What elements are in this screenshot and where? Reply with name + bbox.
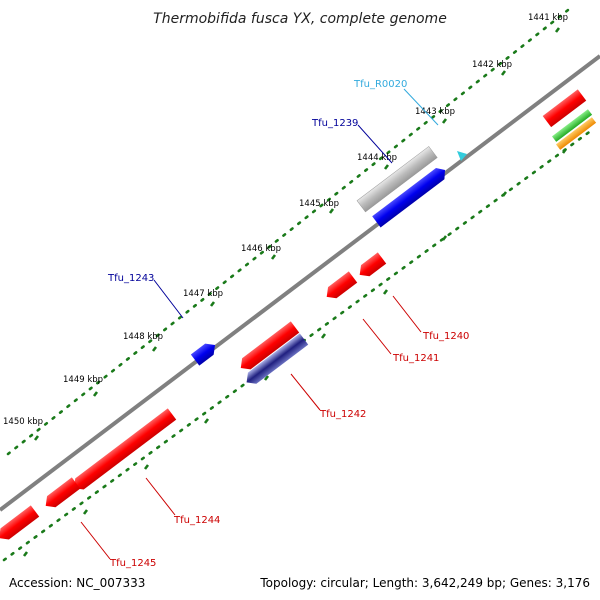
kbp-label: 1445 kbp bbox=[299, 199, 339, 209]
label-leaders bbox=[80, 88, 439, 560]
gene-label-tfu-1240[interactable]: Tfu_1240 bbox=[422, 331, 469, 342]
feature-red-bottom-left[interactable] bbox=[0, 505, 40, 543]
feature-tfu-1242[interactable] bbox=[242, 333, 309, 388]
kbp-label: 1450 kbp bbox=[3, 417, 43, 427]
kbp-label: 1446 kbp bbox=[241, 244, 281, 254]
feature-tfu-1243[interactable] bbox=[190, 339, 219, 366]
gene-label-tfu-r0020[interactable]: Tfu_R0020 bbox=[353, 79, 407, 90]
feature-tfu-1239[interactable] bbox=[356, 146, 438, 213]
summary-text: Topology: circular; Length: 3,642,249 bp… bbox=[259, 576, 590, 590]
genome-backbone bbox=[0, 54, 600, 512]
feature-orange[interactable] bbox=[555, 117, 597, 150]
feature-red-mid[interactable] bbox=[237, 321, 300, 373]
kbp-label: 1444 kbp bbox=[357, 153, 397, 163]
gene-label-tfu-1243[interactable]: Tfu_1243 bbox=[107, 273, 154, 284]
feature-blue-outer[interactable] bbox=[372, 164, 449, 228]
kbp-label: 1441 kbp bbox=[528, 13, 568, 23]
gene-label-tfu-1241[interactable]: Tfu_1241 bbox=[392, 353, 439, 364]
kbp-label: 1443 kbp bbox=[415, 107, 455, 117]
feature-tfu-1241[interactable] bbox=[322, 271, 358, 302]
kbp-label: 1448 kbp bbox=[123, 332, 163, 342]
gene-label-tfu-1245[interactable]: Tfu_1245 bbox=[109, 558, 156, 569]
inner-major-ticks bbox=[22, 148, 568, 557]
feature-red-top-right[interactable] bbox=[542, 89, 587, 128]
feature-green[interactable] bbox=[551, 109, 593, 142]
kbp-label: 1449 kbp bbox=[63, 375, 103, 385]
accession-text: Accession: NC_007333 bbox=[9, 576, 145, 590]
gene-label-tfu-1244[interactable]: Tfu_1244 bbox=[173, 515, 220, 526]
map-title: Thermobifida fusca YX, complete genome bbox=[153, 11, 447, 27]
feature-tfu-1245[interactable] bbox=[41, 477, 81, 511]
kbp-labels: 1441 kbp 1442 kbp 1443 kbp 1444 kbp 1445… bbox=[3, 13, 568, 427]
feature-tfu-r0020-rna[interactable] bbox=[457, 151, 467, 161]
feature-tfu-1244[interactable] bbox=[70, 408, 177, 493]
gene-label-tfu-1239[interactable]: Tfu_1239 bbox=[311, 118, 358, 129]
gene-label-tfu-1242[interactable]: Tfu_1242 bbox=[319, 409, 366, 420]
kbp-label: 1447 kbp bbox=[183, 289, 223, 299]
outer-scale-track bbox=[6, 8, 570, 456]
outer-major-ticks bbox=[33, 27, 561, 441]
kbp-label: 1442 kbp bbox=[472, 60, 512, 70]
feature-tfu-1240[interactable] bbox=[355, 252, 387, 280]
